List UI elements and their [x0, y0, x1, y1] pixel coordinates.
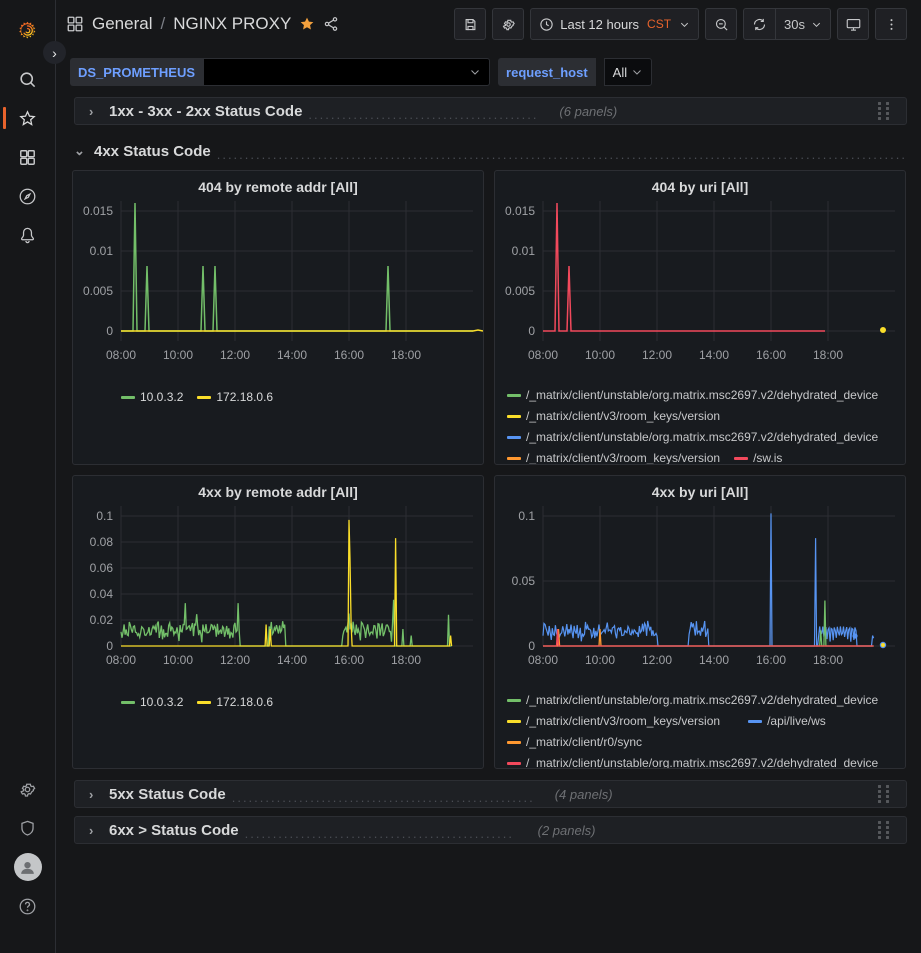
svg-text:18:00: 18:00	[391, 348, 421, 362]
svg-text:18:00: 18:00	[813, 653, 843, 667]
svg-text:0.1: 0.1	[518, 509, 535, 523]
svg-text:10:00: 10:00	[585, 348, 615, 362]
svg-text:0.01: 0.01	[512, 244, 536, 258]
svg-text:0.04: 0.04	[90, 587, 114, 601]
svg-text:10:00: 10:00	[585, 653, 615, 667]
svg-text:08:00: 08:00	[106, 348, 136, 362]
svg-text:16:00: 16:00	[334, 348, 364, 362]
svg-text:10:00: 10:00	[163, 348, 193, 362]
svg-text:0.06: 0.06	[90, 561, 114, 575]
svg-text:14:00: 14:00	[699, 348, 729, 362]
svg-text:0.02: 0.02	[90, 613, 114, 627]
svg-text:0: 0	[106, 324, 113, 338]
svg-text:08:00: 08:00	[106, 653, 136, 667]
svg-text:18:00: 18:00	[813, 348, 843, 362]
svg-text:0.05: 0.05	[512, 574, 536, 588]
svg-text:12:00: 12:00	[642, 653, 672, 667]
svg-text:18:00: 18:00	[391, 653, 421, 667]
svg-text:10:00: 10:00	[163, 653, 193, 667]
svg-text:14:00: 14:00	[277, 348, 307, 362]
svg-text:12:00: 12:00	[642, 348, 672, 362]
svg-text:0.015: 0.015	[83, 204, 113, 218]
svg-text:08:00: 08:00	[528, 653, 558, 667]
svg-text:16:00: 16:00	[756, 348, 786, 362]
svg-text:14:00: 14:00	[699, 653, 729, 667]
svg-text:0: 0	[528, 639, 535, 653]
svg-text:0.005: 0.005	[505, 284, 535, 298]
svg-text:16:00: 16:00	[756, 653, 786, 667]
svg-text:12:00: 12:00	[220, 653, 250, 667]
svg-text:0.01: 0.01	[90, 244, 114, 258]
svg-text:0.1: 0.1	[96, 509, 113, 523]
svg-text:16:00: 16:00	[334, 653, 364, 667]
svg-text:14:00: 14:00	[277, 653, 307, 667]
svg-text:12:00: 12:00	[220, 348, 250, 362]
svg-text:0: 0	[528, 324, 535, 338]
svg-text:0.005: 0.005	[83, 284, 113, 298]
svg-text:0: 0	[106, 639, 113, 653]
svg-text:0.08: 0.08	[90, 535, 114, 549]
svg-text:0.015: 0.015	[505, 204, 535, 218]
svg-text:08:00: 08:00	[528, 348, 558, 362]
